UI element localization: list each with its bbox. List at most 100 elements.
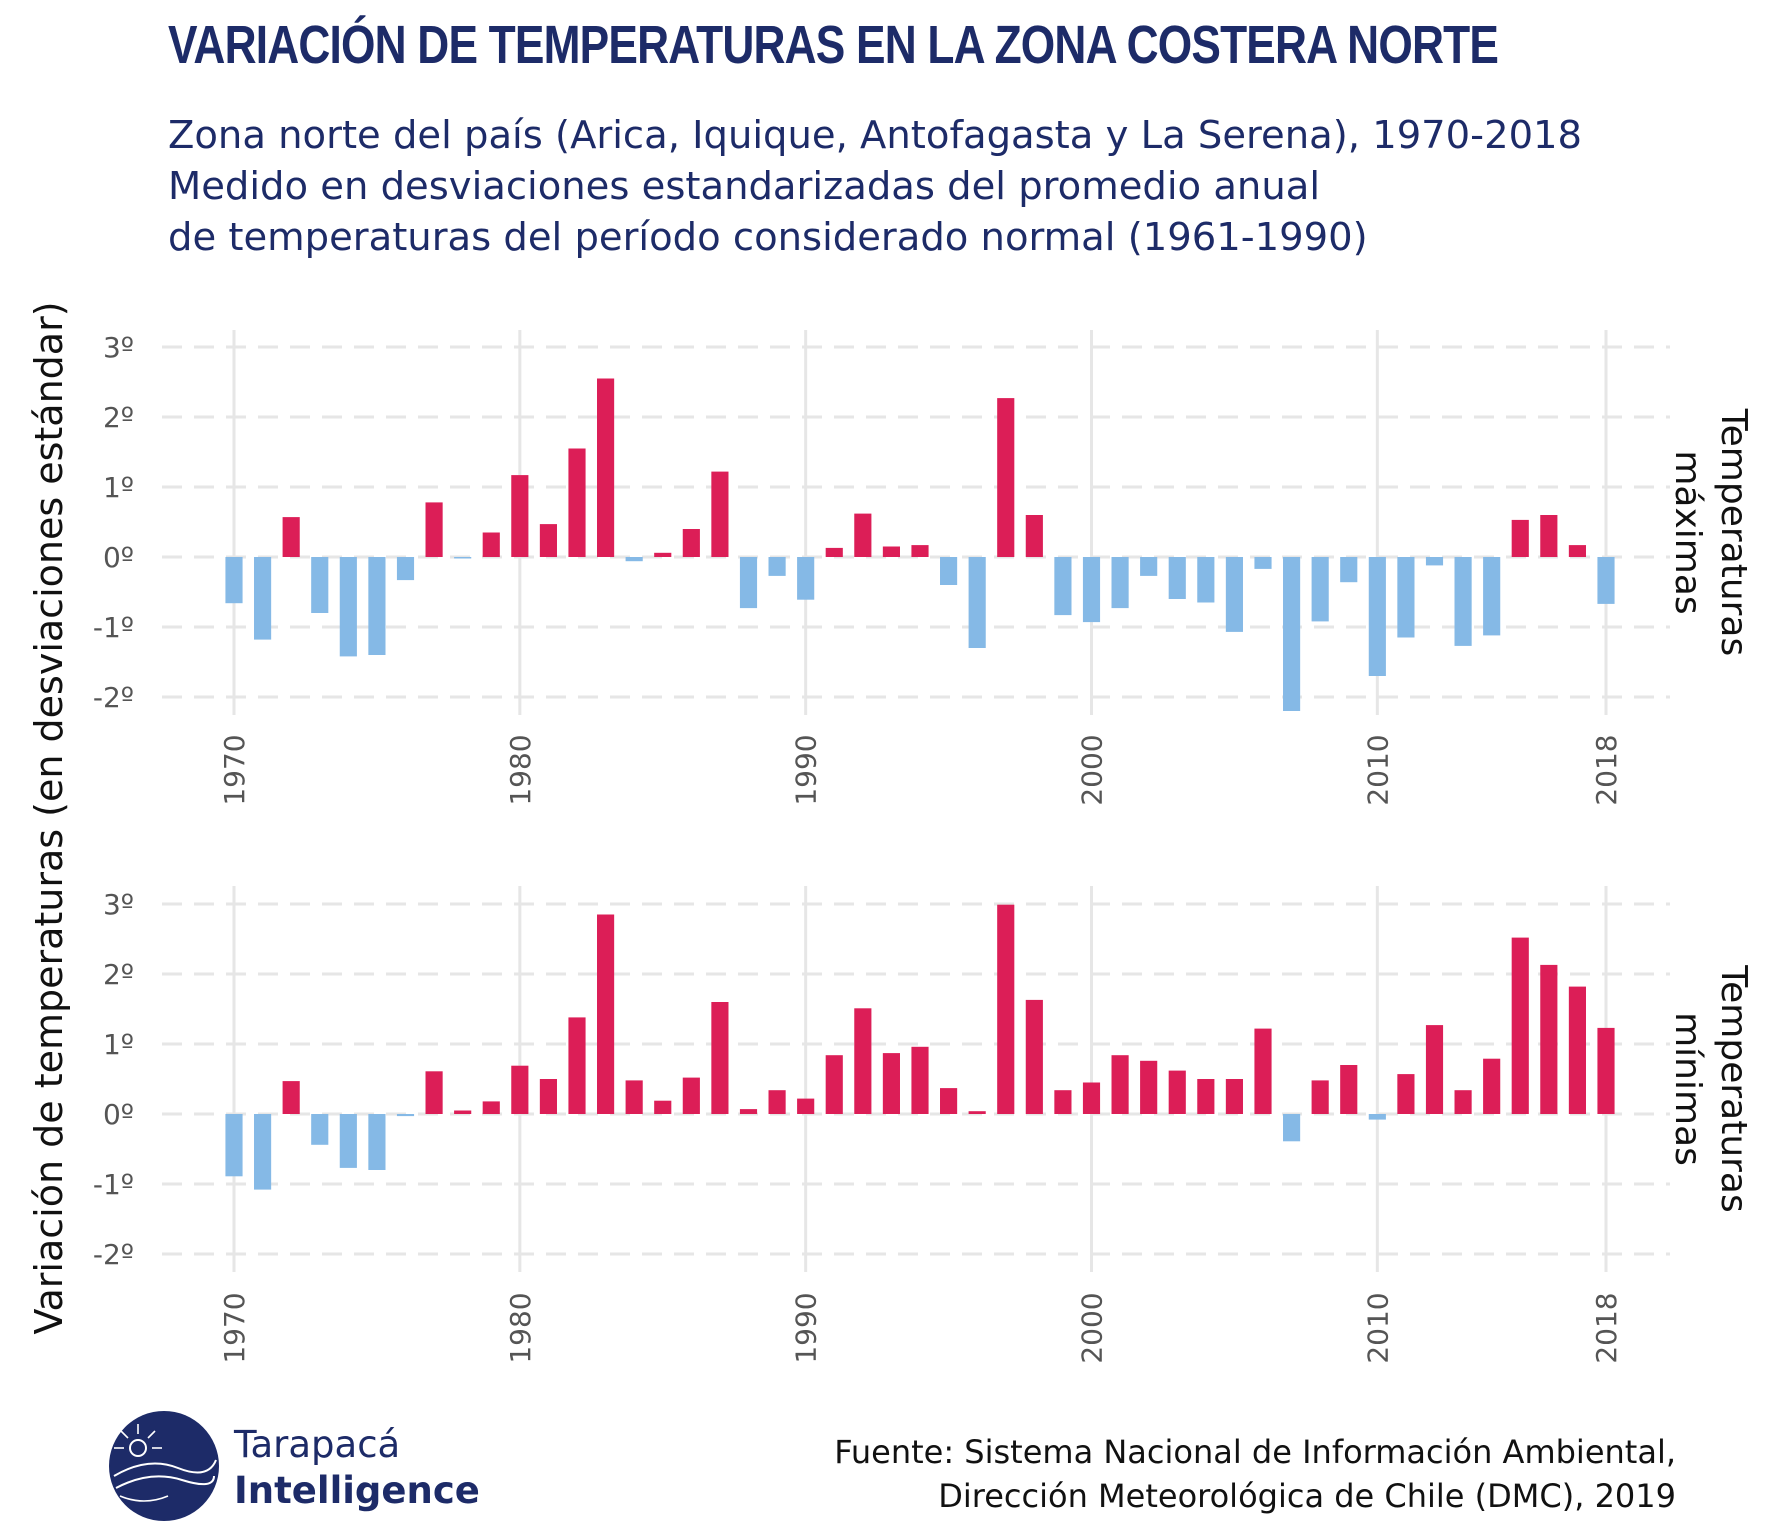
brand-name: Tarapacá Intelligence xyxy=(234,1422,480,1514)
x-tick-label: 1970 xyxy=(218,1292,251,1363)
bar-1985 xyxy=(654,552,672,557)
bar-1978 xyxy=(454,1110,472,1114)
bar-2009 xyxy=(1340,1065,1358,1114)
y-tick-label: 1º xyxy=(103,1028,134,1061)
bar-1982 xyxy=(568,448,586,557)
bar-2004 xyxy=(1197,1079,1215,1114)
bar-2014 xyxy=(1483,557,1501,636)
y-tick-label: 3º xyxy=(103,331,134,364)
bar-2003 xyxy=(1168,1070,1186,1114)
bar-2012 xyxy=(1425,557,1444,566)
bar-1997 xyxy=(997,398,1015,557)
bar-2017 xyxy=(1568,545,1586,557)
bar-1995 xyxy=(940,557,958,585)
y-tick-label: -2º xyxy=(93,681,134,714)
bar-1984 xyxy=(625,557,643,562)
panel-1: 3º 2º 1º 0º -1º -2º 1970 1980 1990 2000 2010 2018 Te… xyxy=(93,330,1754,806)
bar-1999 xyxy=(1054,1090,1072,1114)
bar-1989 xyxy=(768,1090,786,1114)
bar-1972 xyxy=(282,517,300,557)
bar-2018 xyxy=(1597,557,1615,604)
bar-1995 xyxy=(940,1088,958,1114)
x-tick-label: 1990 xyxy=(790,1292,823,1363)
bar-1992 xyxy=(854,1008,872,1114)
strip-label-line: Temperaturas xyxy=(1713,408,1754,657)
bar-2012 xyxy=(1425,1025,1444,1114)
bar-2018 xyxy=(1597,1027,1615,1114)
y-tick-label: 2º xyxy=(103,401,134,434)
strip-label-line: Temperaturas xyxy=(1713,964,1754,1213)
x-tick-label: 2000 xyxy=(1076,1292,1109,1363)
bar-chart: Variación de temperaturas (en desviacion… xyxy=(27,301,1754,1364)
bar-1975 xyxy=(368,1114,386,1170)
bar-1996 xyxy=(968,557,986,648)
bar-2010 xyxy=(1368,557,1386,676)
bar-2001 xyxy=(1111,1055,1129,1114)
bar-1978 xyxy=(454,557,472,559)
x-tick-label: 2018 xyxy=(1590,734,1623,805)
panel-strip-label: Temperaturasmáximas xyxy=(1667,408,1754,657)
bar-1975 xyxy=(368,557,386,655)
x-tick-label: 1990 xyxy=(790,734,823,805)
bar-2005 xyxy=(1225,1079,1243,1114)
bar-2000 xyxy=(1082,557,1101,623)
x-tick-label: 1980 xyxy=(504,1292,537,1363)
bar-1991 xyxy=(825,1055,843,1114)
bar-1987 xyxy=(711,471,729,557)
bar-1988 xyxy=(739,1109,758,1114)
x-tick-label: 2000 xyxy=(1076,734,1109,805)
bar-1992 xyxy=(854,513,872,557)
y-tick-label: 3º xyxy=(103,888,134,921)
chart-title: VARIACIÓN DE TEMPERATURAS EN LA ZONA COS… xyxy=(168,15,1499,75)
y-tick-label: -1º xyxy=(93,1168,134,1201)
tarapaca-logo xyxy=(109,1411,219,1521)
bar-2010 xyxy=(1368,1114,1386,1120)
bar-1990 xyxy=(797,557,815,600)
source-line-2: Dirección Meteorológica de Chile (DMC), … xyxy=(938,1477,1676,1515)
bar-1994 xyxy=(911,1046,929,1114)
x-tick-label: 2010 xyxy=(1361,734,1394,805)
bar-2002 xyxy=(1140,1060,1158,1114)
bar-2008 xyxy=(1311,557,1329,622)
bar-1997 xyxy=(997,904,1015,1114)
bar-2007 xyxy=(1283,1114,1301,1142)
bar-1976 xyxy=(396,557,415,581)
bar-2007 xyxy=(1283,557,1301,711)
x-tick-label: 1980 xyxy=(504,734,537,805)
bar-1999 xyxy=(1054,557,1072,616)
bar-2002 xyxy=(1140,557,1158,576)
bar-1983 xyxy=(597,914,615,1114)
source-line-1: Fuente: Sistema Nacional de Información … xyxy=(834,1433,1676,1471)
bar-1970 xyxy=(225,557,243,604)
y-tick-label: -2º xyxy=(93,1238,134,1271)
bar-1998 xyxy=(1025,515,1043,557)
x-tick-label: 2018 xyxy=(1590,1292,1623,1363)
x-tick-label: 1970 xyxy=(218,734,251,805)
bar-1980 xyxy=(511,475,529,557)
bar-1987 xyxy=(711,1002,729,1114)
bar-2016 xyxy=(1540,964,1558,1114)
bar-2015 xyxy=(1511,519,1529,557)
chart-subtitle: Zona norte del país (Arica, Iquique, Ant… xyxy=(168,110,1582,263)
bar-1974 xyxy=(339,557,357,657)
bar-1988 xyxy=(739,557,758,609)
brand-line-1: Tarapacá xyxy=(234,1423,401,1466)
bar-1971 xyxy=(254,557,272,640)
y-tick-label: 2º xyxy=(103,958,134,991)
bar-1981 xyxy=(539,1079,557,1114)
bar-1996 xyxy=(968,1111,986,1114)
bar-2009 xyxy=(1340,557,1358,583)
bar-1979 xyxy=(482,532,500,557)
bar-2004 xyxy=(1197,557,1215,603)
panel-2: 3º 2º 1º 0º -1º -2º 1970 1980 1990 2000 2010 2018 Te… xyxy=(93,886,1754,1364)
bar-2011 xyxy=(1397,1074,1415,1114)
bar-2003 xyxy=(1168,557,1186,599)
source-note: Fuente: Sistema Nacional de Información … xyxy=(834,1430,1676,1518)
bar-2000 xyxy=(1082,1082,1101,1114)
bar-1977 xyxy=(425,502,443,557)
bar-1972 xyxy=(282,1081,300,1114)
bar-2005 xyxy=(1225,557,1243,632)
bar-1985 xyxy=(654,1100,672,1114)
y-tick-label: -1º xyxy=(93,611,134,644)
bar-1981 xyxy=(539,524,557,557)
